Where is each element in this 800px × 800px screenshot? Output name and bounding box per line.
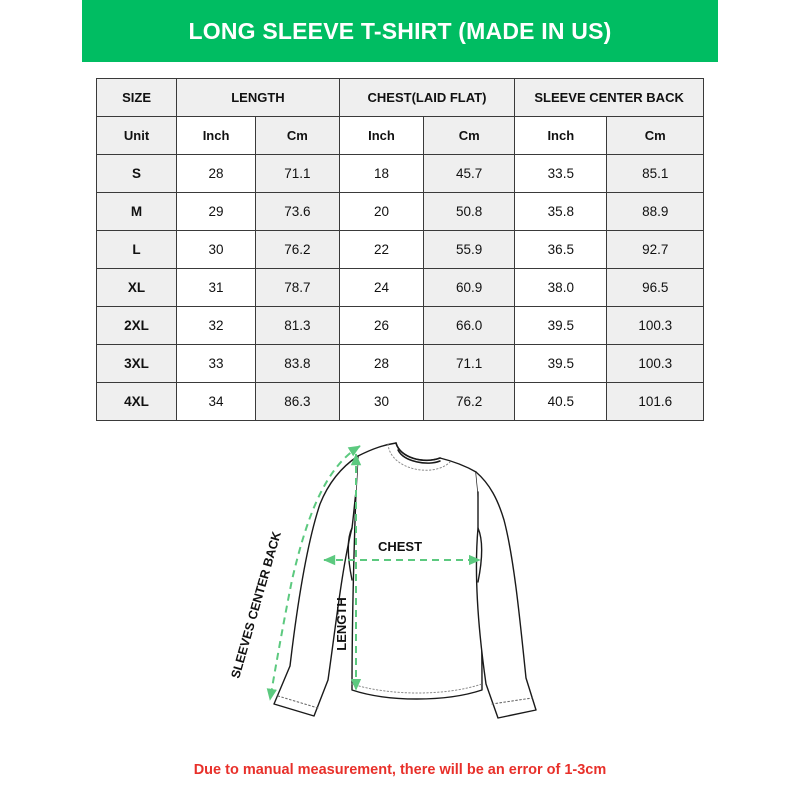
cell-chest-cm: 45.7 bbox=[423, 154, 516, 193]
measurement-disclaimer: Due to manual measurement, there will be… bbox=[193, 762, 607, 778]
cell-length-inch: 32 bbox=[176, 306, 257, 345]
table-body: S 28 71.1 18 45.7 33.5 85.1 M 29 73.6 20… bbox=[95, 154, 704, 421]
unit-header-unit: Unit bbox=[95, 116, 178, 155]
cell-length-inch: 28 bbox=[176, 154, 257, 193]
title-band: LONG SLEEVE T-SHIRT (MADE IN US) bbox=[82, 0, 718, 62]
cell-size: 3XL bbox=[95, 344, 178, 383]
group-header-sleeve-center-back: SLEEVE CENTER BACK bbox=[514, 78, 704, 117]
cell-size: M bbox=[95, 192, 178, 231]
cell-sleeve-cm: 88.9 bbox=[606, 192, 704, 231]
cell-length-inch: 30 bbox=[176, 230, 257, 269]
size-chart-table-container: SIZE LENGTH CHEST(LAID FLAT) SLEEVE CENT… bbox=[95, 78, 704, 421]
table-row: 4XL 34 86.3 30 76.2 40.5 101.6 bbox=[95, 382, 704, 421]
cell-length-inch: 33 bbox=[176, 344, 257, 383]
cell-length-inch: 31 bbox=[176, 268, 257, 307]
sleeves-center-back-label: SLEEVES CENTER BACK bbox=[228, 530, 283, 680]
table-row: XL 31 78.7 24 60.9 38.0 96.5 bbox=[95, 268, 704, 307]
sleeves-center-back-measurement-arrow bbox=[266, 445, 361, 701]
cell-chest-cm: 55.9 bbox=[423, 230, 516, 269]
cell-sleeve-inch: 39.5 bbox=[514, 306, 608, 345]
cell-sleeve-cm: 92.7 bbox=[606, 230, 704, 269]
cell-size: XL bbox=[95, 268, 178, 307]
cell-length-cm: 78.7 bbox=[255, 268, 340, 307]
cell-chest-inch: 22 bbox=[338, 230, 425, 269]
size-chart-table: SIZE LENGTH CHEST(LAID FLAT) SLEEVE CENT… bbox=[95, 78, 704, 421]
cell-chest-inch: 20 bbox=[338, 192, 425, 231]
cell-sleeve-cm: 85.1 bbox=[606, 154, 704, 193]
cell-sleeve-inch: 38.0 bbox=[514, 268, 608, 307]
cell-sleeve-inch: 35.8 bbox=[514, 192, 608, 231]
cell-sleeve-inch: 39.5 bbox=[514, 344, 608, 383]
garment-measurement-diagram: CHEST LENGTH SLEEVES CENTER BACK bbox=[228, 428, 576, 750]
unit-header-length-inch: Inch bbox=[176, 116, 257, 155]
cell-length-cm: 76.2 bbox=[255, 230, 340, 269]
table-unit-header-row: Unit Inch Cm Inch Cm Inch Cm bbox=[95, 116, 704, 155]
cell-size: 2XL bbox=[95, 306, 178, 345]
cell-chest-cm: 50.8 bbox=[423, 192, 516, 231]
page-title: LONG SLEEVE T-SHIRT (MADE IN US) bbox=[188, 17, 612, 44]
cell-chest-inch: 28 bbox=[338, 344, 425, 383]
unit-header-chest-inch: Inch bbox=[338, 116, 425, 155]
cell-sleeve-inch: 33.5 bbox=[514, 154, 608, 193]
cell-length-cm: 83.8 bbox=[255, 344, 340, 383]
unit-header-sleeve-cm: Cm bbox=[606, 116, 704, 155]
table-row: L 30 76.2 22 55.9 36.5 92.7 bbox=[95, 230, 704, 269]
unit-header-length-cm: Cm bbox=[255, 116, 340, 155]
cell-sleeve-inch: 40.5 bbox=[514, 382, 608, 421]
tshirt-outline bbox=[273, 442, 537, 719]
chest-label: CHEST bbox=[378, 539, 422, 554]
cell-length-inch: 34 bbox=[176, 382, 257, 421]
cell-size: L bbox=[95, 230, 178, 269]
group-header-size: SIZE bbox=[95, 78, 178, 117]
table-row: S 28 71.1 18 45.7 33.5 85.1 bbox=[95, 154, 704, 193]
cell-chest-cm: 71.1 bbox=[423, 344, 516, 383]
cell-sleeve-inch: 36.5 bbox=[514, 230, 608, 269]
cell-chest-cm: 76.2 bbox=[423, 382, 516, 421]
cell-sleeve-cm: 100.3 bbox=[606, 306, 704, 345]
cell-chest-inch: 24 bbox=[338, 268, 425, 307]
cell-chest-cm: 60.9 bbox=[423, 268, 516, 307]
table-group-header-row: SIZE LENGTH CHEST(LAID FLAT) SLEEVE CENT… bbox=[95, 78, 704, 117]
group-header-chest: CHEST(LAID FLAT) bbox=[338, 78, 516, 117]
cell-length-cm: 81.3 bbox=[255, 306, 340, 345]
unit-header-sleeve-inch: Inch bbox=[514, 116, 608, 155]
cell-length-cm: 71.1 bbox=[255, 154, 340, 193]
cell-chest-inch: 30 bbox=[338, 382, 425, 421]
cell-length-inch: 29 bbox=[176, 192, 257, 231]
table-row: 3XL 33 83.8 28 71.1 39.5 100.3 bbox=[95, 344, 704, 383]
cell-size: S bbox=[95, 154, 178, 193]
cell-sleeve-cm: 96.5 bbox=[606, 268, 704, 307]
cell-size: 4XL bbox=[95, 382, 178, 421]
group-header-length: LENGTH bbox=[176, 78, 340, 117]
cell-chest-cm: 66.0 bbox=[423, 306, 516, 345]
cell-sleeve-cm: 100.3 bbox=[606, 344, 704, 383]
cell-chest-inch: 26 bbox=[338, 306, 425, 345]
length-label: LENGTH bbox=[334, 597, 349, 650]
unit-header-chest-cm: Cm bbox=[423, 116, 516, 155]
cell-chest-inch: 18 bbox=[338, 154, 425, 193]
cell-length-cm: 73.6 bbox=[255, 192, 340, 231]
table-row: M 29 73.6 20 50.8 35.8 88.9 bbox=[95, 192, 704, 231]
cell-sleeve-cm: 101.6 bbox=[606, 382, 704, 421]
cell-length-cm: 86.3 bbox=[255, 382, 340, 421]
table-row: 2XL 32 81.3 26 66.0 39.5 100.3 bbox=[95, 306, 704, 345]
